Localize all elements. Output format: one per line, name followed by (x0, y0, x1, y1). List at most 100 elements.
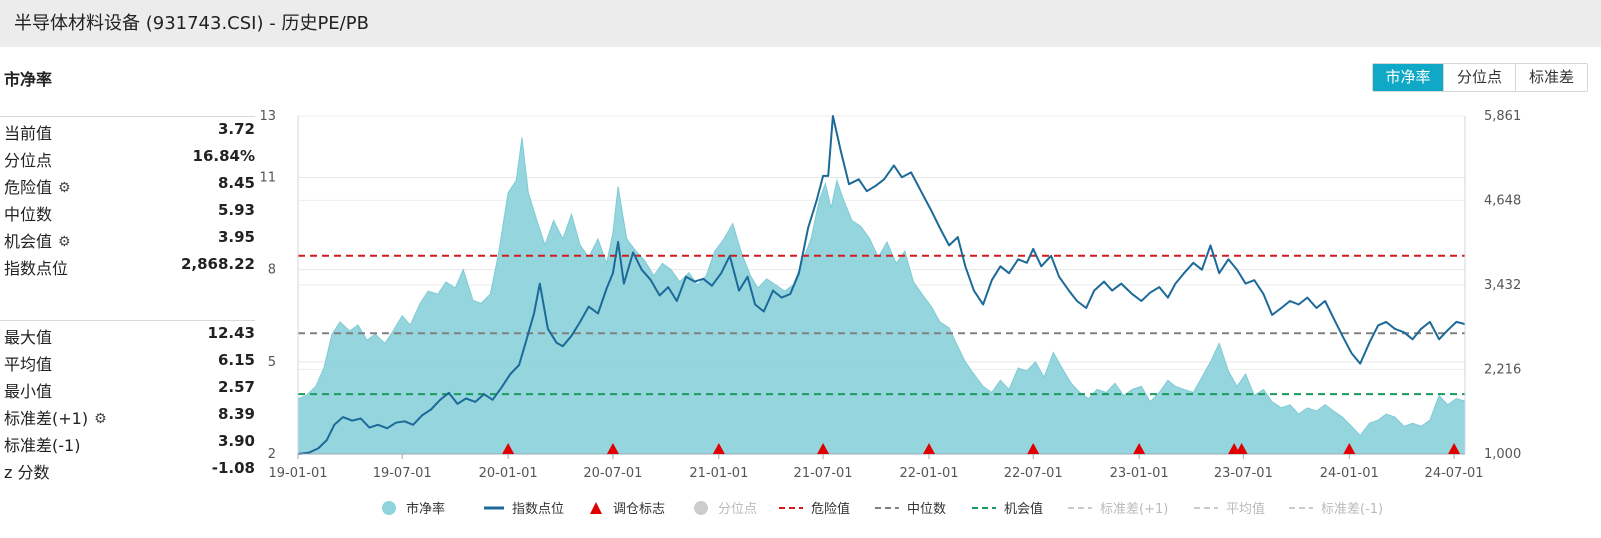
stat-label: 当前值 (4, 124, 53, 143)
x-tick-label: 21-07-01 (794, 466, 853, 481)
rebalance-markers (502, 443, 1461, 454)
pb-series (297, 137, 1466, 454)
y-left-tick-label: 5 (268, 355, 276, 370)
legend-label: 危险值 (811, 501, 850, 517)
stat-value: 5.93 (217, 201, 255, 219)
y-right-tick-label: 3,432 (1484, 278, 1521, 293)
title-bar: 半导体材料设备 (931743.CSI) - 历史PE/PB (0, 0, 1601, 47)
stat-row: 标准差(-1) 3.90 (0, 429, 255, 456)
stat-row: 中位数 5.93 (0, 198, 255, 225)
legend-item[interactable]: 指数点位 (484, 502, 564, 517)
legend-item[interactable]: 分位点 (694, 501, 757, 517)
legend-item[interactable]: 中位数 (875, 502, 946, 517)
axes: 2 5 8 11 13 1,000 2,216 3,432 4,648 5,861 19-01-01… (259, 109, 1521, 481)
stat-row: 最小值 2.57 (0, 375, 255, 402)
y-right-tick-label: 5,861 (1484, 109, 1521, 124)
legend-label: 标准差(-1) (1321, 502, 1383, 517)
stat-label: 平均值 (4, 355, 53, 374)
legend-item[interactable]: 平均值 (1194, 501, 1265, 517)
rebalance-marker (1228, 443, 1241, 454)
legend-label: 标准差(+1) (1100, 502, 1168, 517)
stat-label: 最大值 (4, 328, 53, 347)
legend-triangle-icon (590, 502, 602, 514)
x-tick-label: 22-07-01 (1004, 466, 1063, 481)
y-right-tick-label: 2,216 (1484, 362, 1521, 377)
y-left-tick-label: 2 (268, 447, 276, 462)
rebalance-marker (1235, 443, 1248, 454)
stat-label: 指数点位 (4, 259, 69, 278)
tab-std-dev[interactable]: 标准差 (1516, 64, 1587, 91)
legend-label: 分位点 (718, 502, 757, 517)
stat-value: 2.57 (217, 378, 255, 396)
x-tick-label: 21-01-01 (689, 466, 748, 481)
rebalance-marker (817, 443, 830, 454)
stat-row: 指数点位 2,868.22 (0, 252, 255, 279)
x-tick-label: 22-01-01 (899, 466, 958, 481)
stat-value: 3.90 (217, 432, 255, 450)
legend-item[interactable]: 调仓标志 (590, 502, 665, 517)
stat-row: 标准差(+1) ⚙ 8.39 (0, 402, 255, 429)
stat-value: 8.45 (217, 174, 255, 192)
x-tick-label: 19-07-01 (373, 466, 432, 481)
stat-row: 分位点 16.84% (0, 144, 255, 171)
y-left-tick-label: 11 (259, 170, 276, 185)
legend-label: 指数点位 (512, 502, 564, 517)
stat-label: 标准差(-1) (4, 436, 81, 455)
chart-legend: 市净率 指数点位 调仓标志 分位点 危险值 中位数 机会值 标准差(+1) 平均值 标准差(-1) (382, 501, 1383, 517)
stat-value: 8.39 (217, 405, 255, 423)
gear-icon[interactable]: ⚙ (58, 180, 71, 196)
y-left-tick-label: 8 (268, 263, 276, 278)
stat-value: -1.08 (211, 459, 255, 477)
pb-area (298, 137, 1465, 454)
stat-row: 最大值 12.43 (0, 321, 255, 348)
rebalance-marker (712, 443, 725, 454)
page-title: 半导体材料设备 (931743.CSI) - 历史PE/PB (14, 13, 369, 34)
y-right-tick-label: 4,648 (1484, 193, 1521, 208)
stat-value: 6.15 (217, 351, 255, 369)
stat-row: 机会值 ⚙ 3.95 (0, 225, 255, 252)
reference-lines (298, 254, 1465, 396)
stats-panel-top: 当前值 3.72 分位点 16.84% 危险值 ⚙ 8.45 中位数 5.93 机会值 ⚙ 3.95 指… (0, 116, 255, 279)
rebalance-marker (1343, 443, 1356, 454)
legend-label: 市净率 (406, 501, 445, 517)
stat-row: 平均值 6.15 (0, 348, 255, 375)
legend-item[interactable]: 标准差(+1) (1068, 502, 1168, 517)
stat-value: 2,868.22 (180, 255, 255, 273)
legend-label: 平均值 (1226, 501, 1265, 517)
grid-lines (298, 115, 1465, 455)
legend-item[interactable]: 机会值 (972, 501, 1043, 517)
stat-row: 当前值 3.72 (0, 117, 255, 144)
gear-icon[interactable]: ⚙ (94, 411, 107, 427)
y-left-tick-label: 13 (259, 109, 276, 124)
gear-icon[interactable]: ⚙ (58, 234, 71, 250)
tab-pb[interactable]: 市净率 (1373, 64, 1444, 91)
legend-circle-icon (694, 501, 708, 515)
x-tick-label: 24-01-01 (1320, 466, 1379, 481)
legend-label: 机会值 (1004, 501, 1043, 517)
stat-label: 最小值 (4, 382, 53, 401)
legend-item[interactable]: 市净率 (382, 501, 445, 517)
stat-value: 3.95 (217, 228, 255, 246)
x-tick-label: 23-01-01 (1110, 466, 1169, 481)
index-series (297, 115, 1466, 455)
x-tick-label: 19-01-01 (268, 466, 327, 481)
x-tick-label: 20-07-01 (583, 466, 642, 481)
stat-value: 12.43 (207, 324, 255, 342)
pb-line (297, 137, 1466, 437)
rebalance-marker (502, 443, 515, 454)
stats-panel-bottom: 最大值 12.43 平均值 6.15 最小值 2.57 标准差(+1) ⚙ 8.39 标准差(-1… (0, 320, 255, 483)
x-tick-label: 20-01-01 (479, 466, 538, 481)
rebalance-marker (1027, 443, 1040, 454)
rebalance-marker (922, 443, 935, 454)
stat-label: 中位数 (4, 205, 53, 224)
rebalance-marker (606, 443, 619, 454)
tab-percentile[interactable]: 分位点 (1444, 64, 1516, 91)
legend-item[interactable]: 标准差(-1) (1289, 502, 1383, 517)
index-line (297, 115, 1466, 455)
stat-label: 机会值 ⚙ (4, 232, 71, 251)
stat-label: 标准差(+1) ⚙ (4, 409, 107, 428)
section-title: 市净率 (4, 70, 53, 89)
rebalance-marker (1133, 443, 1146, 454)
legend-item[interactable]: 危险值 (779, 501, 850, 517)
stat-value: 16.84% (192, 147, 255, 165)
